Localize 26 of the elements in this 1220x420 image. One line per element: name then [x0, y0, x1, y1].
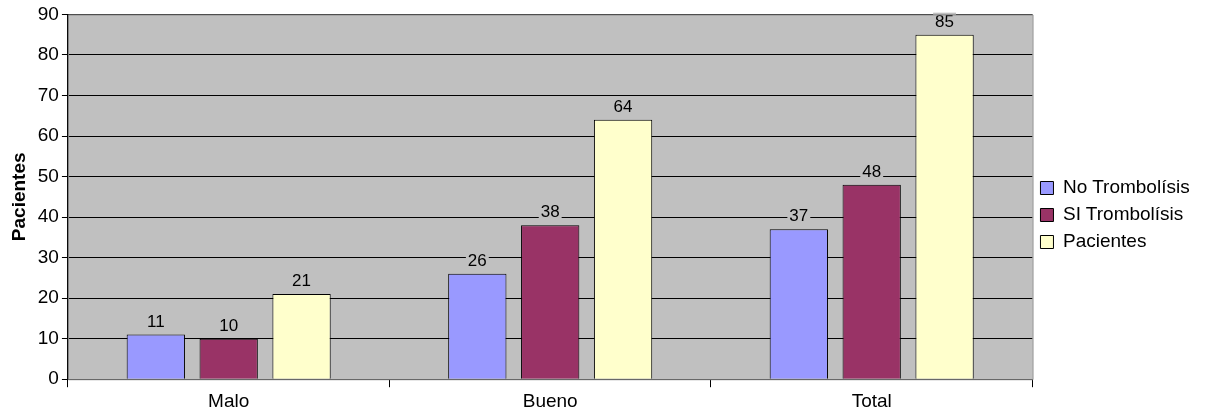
y-tick-label: 30 — [37, 245, 59, 267]
y-tick-label: 40 — [37, 205, 59, 227]
x-tick-label: Malo — [208, 389, 250, 411]
data-label: 11 — [146, 311, 165, 331]
legend-label: SI Trombolísis — [1062, 203, 1184, 225]
y-tick-label: 50 — [37, 164, 59, 186]
x-tick-label: Bueno — [522, 389, 578, 411]
y-tick-label: 20 — [37, 286, 59, 308]
data-label: 85 — [935, 11, 955, 31]
y-tick-label: 80 — [37, 43, 59, 65]
data-label: 26 — [467, 251, 487, 270]
data-label: 48 — [862, 161, 882, 181]
y-tick-label: 10 — [37, 326, 59, 348]
y-axis-title: Pacientes — [7, 152, 29, 242]
data-label: 10 — [219, 315, 239, 335]
legend-label: Pacientes — [1062, 230, 1147, 252]
y-tick-label: 70 — [37, 83, 59, 105]
x-tick-label: Total — [851, 389, 892, 411]
data-label: 38 — [540, 202, 560, 222]
y-tick-label: 90 — [37, 2, 59, 24]
legend-label: No Trombolísis — [1062, 176, 1190, 198]
data-label: 37 — [789, 206, 809, 226]
y-tick-label: 0 — [48, 367, 59, 389]
data-label: 21 — [292, 271, 312, 291]
y-tick-label: 60 — [37, 124, 59, 146]
data-label: 64 — [613, 96, 633, 116]
